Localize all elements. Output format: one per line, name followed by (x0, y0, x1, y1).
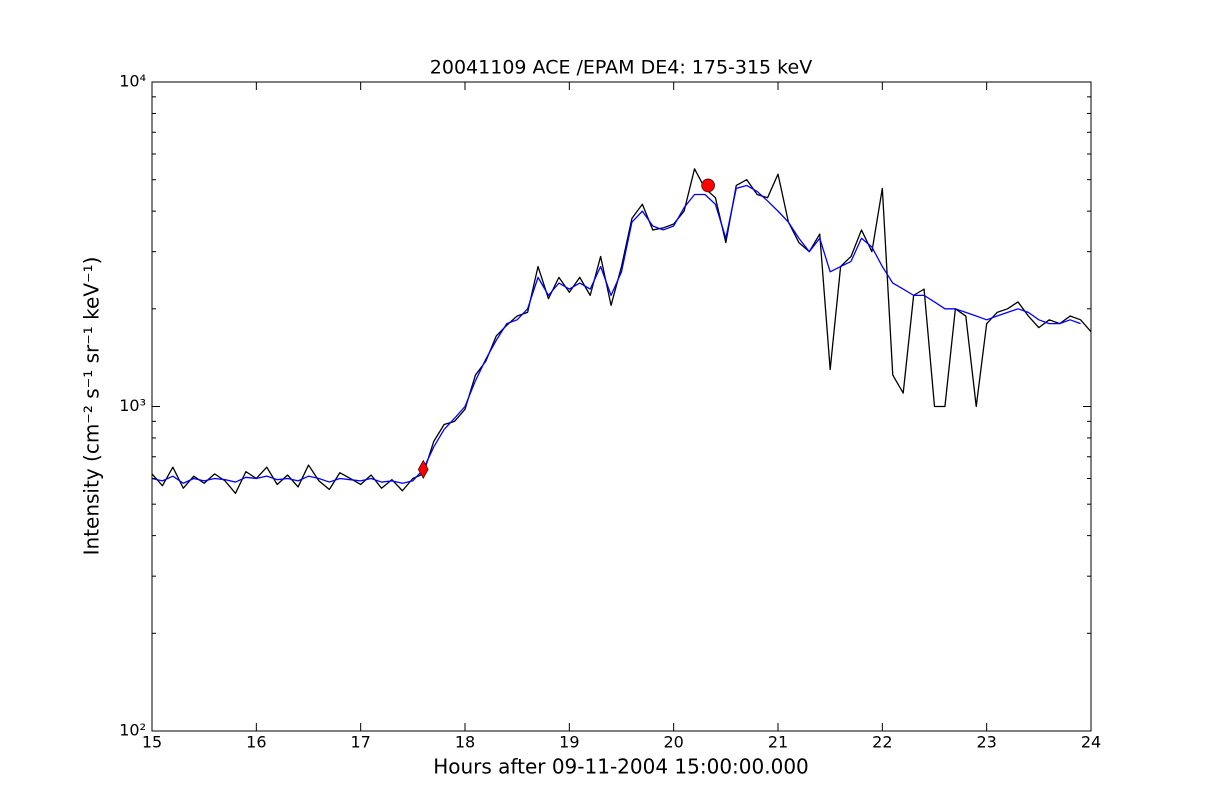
x-axis-label: Hours after 09-11-2004 15:00:00.000 (433, 755, 809, 779)
x-tick-label: 19 (559, 733, 579, 752)
plot-area (152, 168, 1091, 494)
y-tick-label: 10² (119, 721, 146, 740)
x-tick-label: 17 (350, 733, 370, 752)
y-tick-label: 10⁴ (119, 72, 146, 91)
plot-frame (151, 81, 1092, 732)
diamond-marker (417, 459, 429, 480)
x-tick-label: 15 (142, 733, 162, 752)
series-line (152, 168, 1091, 494)
circle-marker (701, 178, 715, 193)
x-tick-label: 23 (976, 733, 996, 752)
x-tick-label: 24 (1081, 733, 1101, 752)
chart-title: 20041109 ACE /EPAM DE4: 175-315 keV (430, 57, 812, 79)
series-line (152, 184, 1081, 484)
y-axis-label: Intensity (cm⁻² s⁻¹ sr⁻¹ keV⁻¹) (80, 257, 104, 556)
x-tick-label: 21 (768, 733, 788, 752)
x-tick-label: 18 (455, 733, 475, 752)
x-tick-label: 16 (246, 733, 266, 752)
x-tick-label: 20 (663, 733, 683, 752)
x-tick-label: 22 (872, 733, 892, 752)
y-tick-label: 10³ (119, 396, 146, 415)
